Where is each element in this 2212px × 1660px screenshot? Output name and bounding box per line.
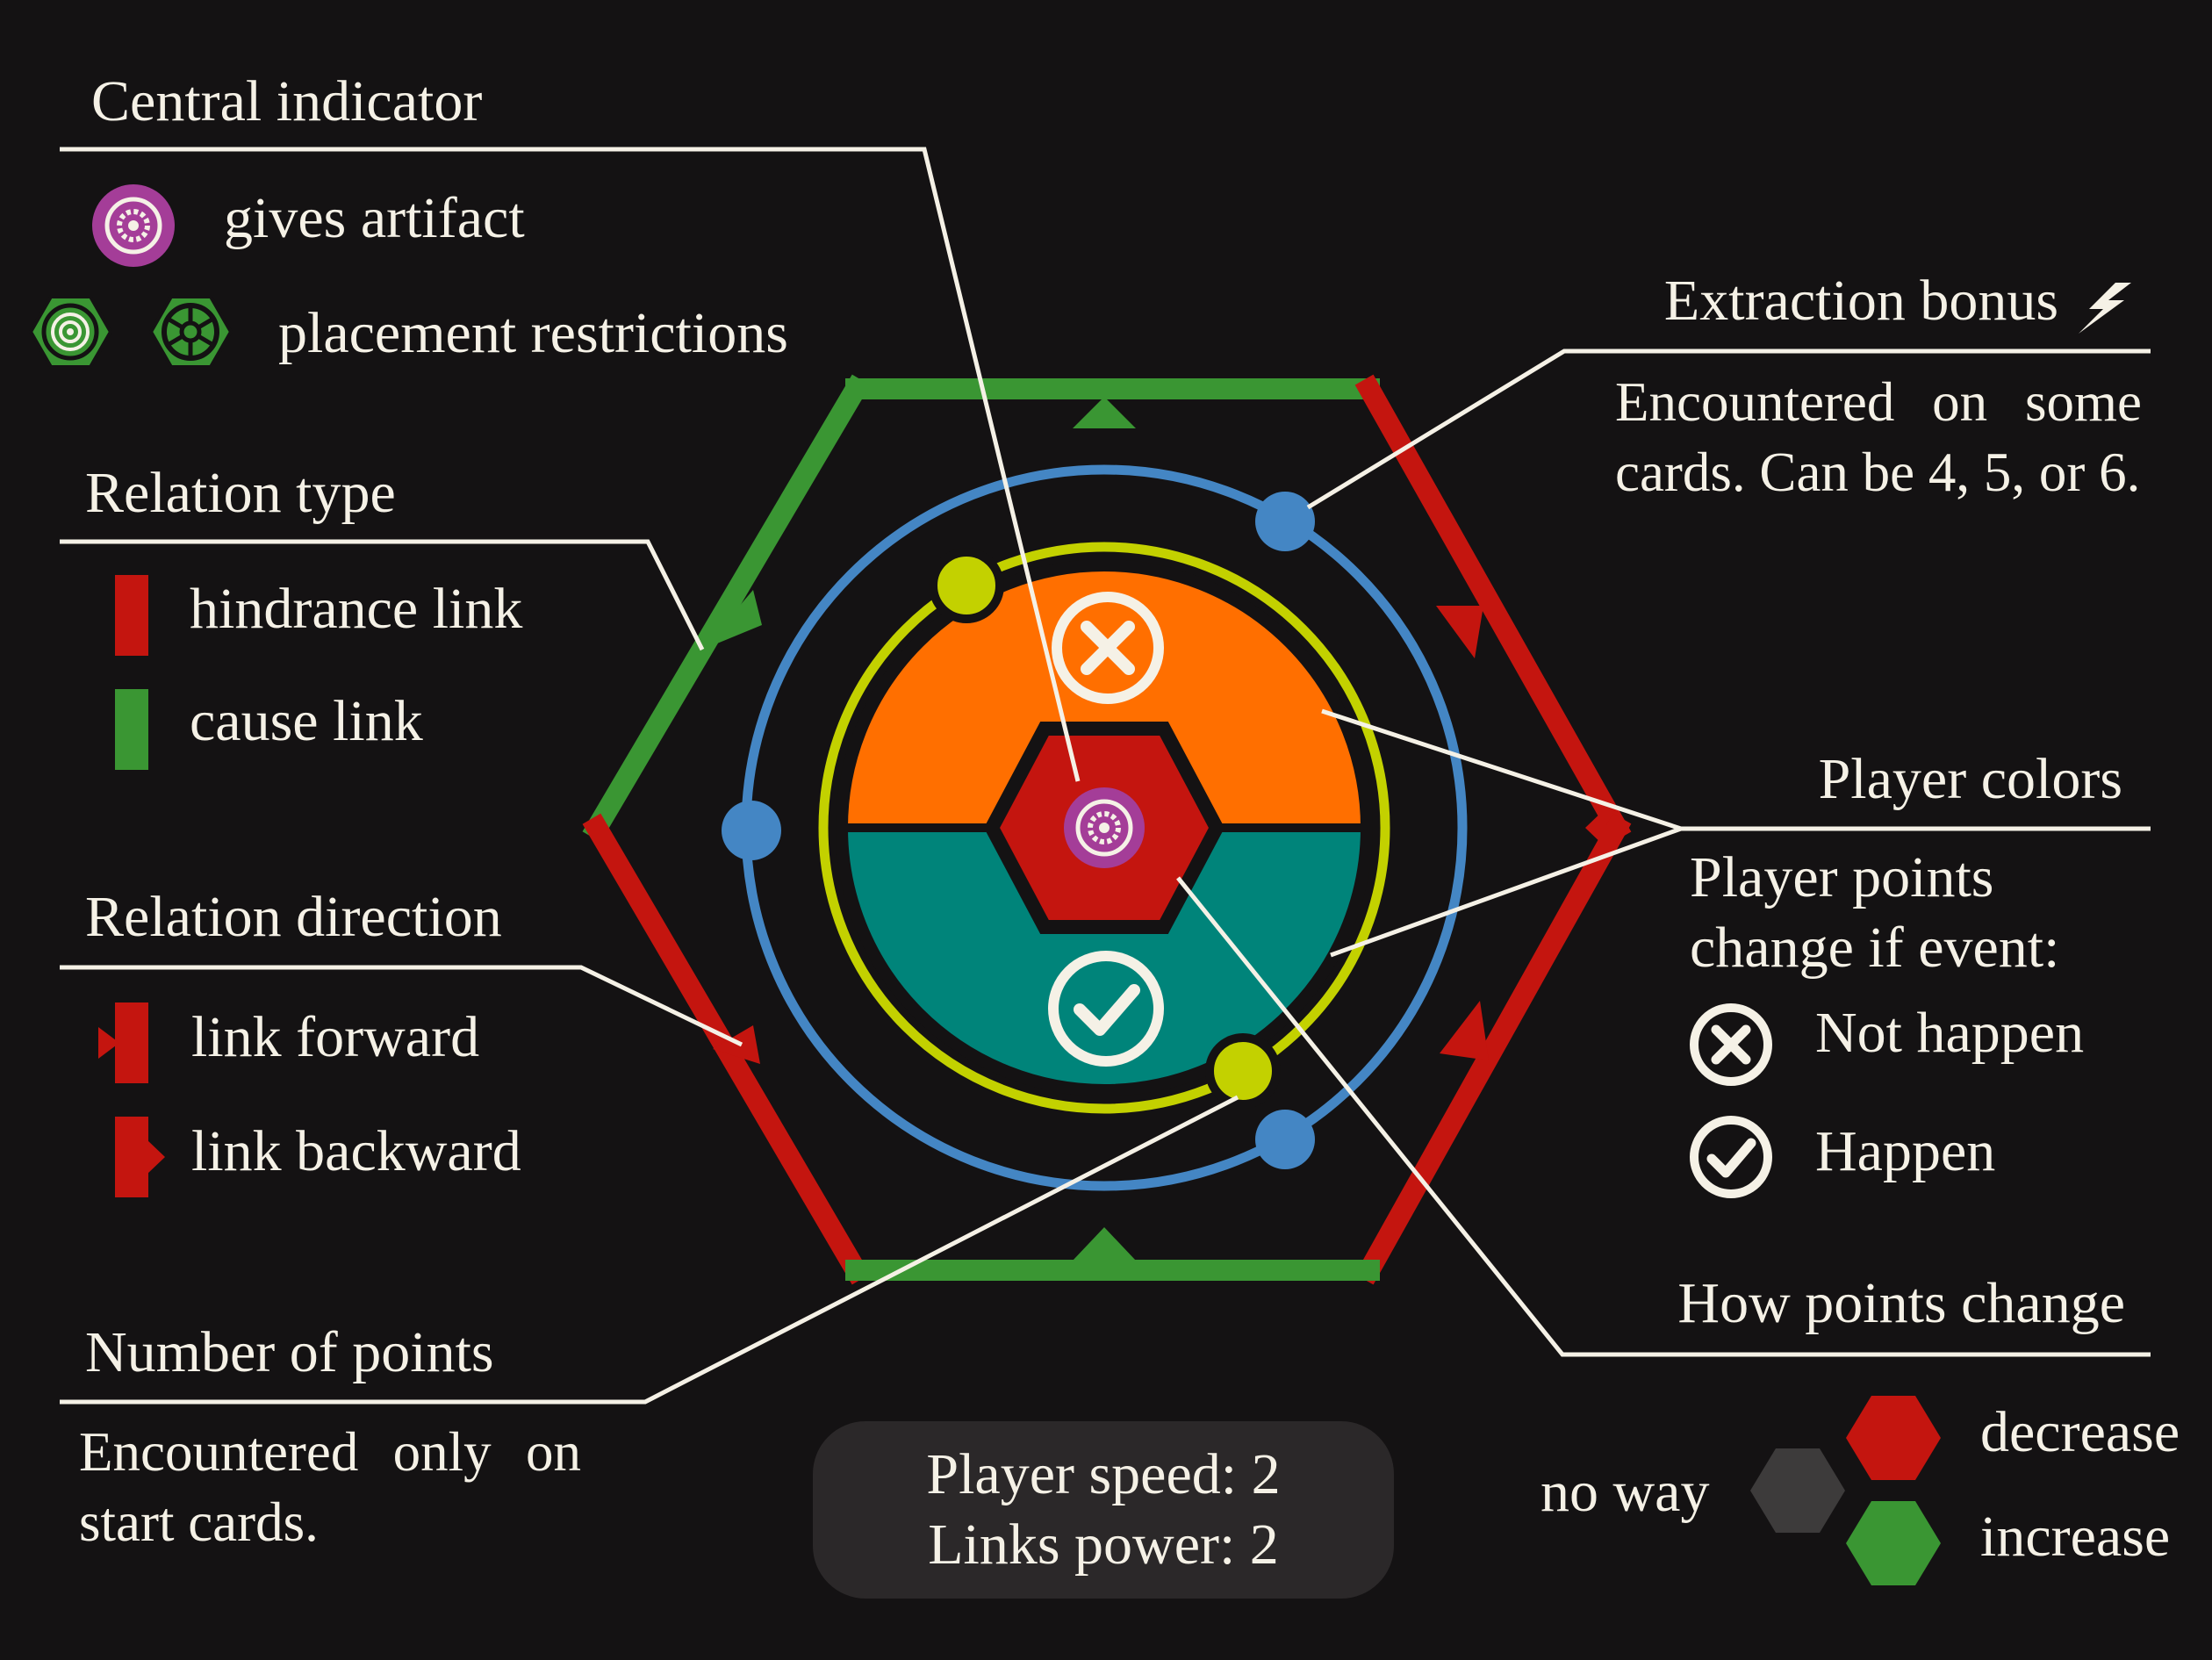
relation-type-heading: Relation type bbox=[85, 461, 396, 525]
relation-direction-heading: Relation direction bbox=[85, 885, 502, 949]
blue-point-left bbox=[722, 801, 781, 860]
link-backward-icon bbox=[115, 1117, 165, 1197]
yellow-point-lower-right bbox=[1205, 1033, 1281, 1109]
leader-lines bbox=[60, 147, 2151, 1405]
gives-artifact-label: gives artifact bbox=[224, 186, 525, 250]
link-backward-label: link backward bbox=[191, 1119, 521, 1183]
right-vertex-marker bbox=[1585, 808, 1606, 848]
blue-point-lower-right bbox=[1255, 1110, 1315, 1169]
hex-edge-upper-right-hindrance bbox=[1354, 374, 1632, 843]
leader-relation-direction bbox=[60, 965, 743, 1047]
no-way-hexagon bbox=[1750, 1448, 1845, 1533]
placement-restrictions-label: placement restrictions bbox=[278, 301, 788, 365]
decrease-label: decrease bbox=[1980, 1400, 2180, 1464]
link-forward-label: link forward bbox=[191, 1005, 479, 1069]
player-speed-text: Player speed: 2 bbox=[926, 1442, 1281, 1506]
leader-player-colors-teal bbox=[1330, 826, 1682, 958]
number-of-points-heading: Number of points bbox=[85, 1320, 494, 1384]
happen-label: Happen bbox=[1815, 1119, 1995, 1183]
extraction-bonus-heading: Extraction bonus bbox=[1664, 269, 2058, 333]
leader-relation-type bbox=[60, 539, 705, 651]
upper-right-direction-marker bbox=[1436, 606, 1483, 658]
hindrance-link-label: hindrance link bbox=[190, 577, 522, 641]
link-forward-icon bbox=[98, 1002, 148, 1083]
decrease-hexagon bbox=[1846, 1396, 1941, 1480]
yellow-ring bbox=[818, 542, 1390, 1114]
increase-label: increase bbox=[1980, 1505, 2170, 1569]
upper-left-direction-marker bbox=[702, 590, 762, 650]
central-indicator-heading: Central indicator bbox=[91, 69, 482, 133]
artifact-gear-icon bbox=[1064, 787, 1145, 868]
legend-not-happen-icon bbox=[1690, 1003, 1772, 1086]
leader-central-indicator bbox=[60, 147, 1081, 782]
hex-edge-lower-right-hindrance bbox=[1354, 813, 1632, 1285]
cause-link-label: cause link bbox=[190, 689, 423, 753]
extraction-bonus-note: Encountered on some cards. Can be 4, 5, … bbox=[1615, 371, 2142, 503]
leader-extraction-bonus bbox=[1306, 349, 2151, 510]
happen-icon bbox=[1048, 951, 1164, 1067]
leader-how-points-change bbox=[1176, 876, 2151, 1357]
leader-number-of-points bbox=[60, 1095, 1239, 1405]
player-points-line1: Player points bbox=[1690, 845, 1993, 909]
player-colors-heading: Player colors bbox=[1819, 747, 2122, 811]
cause-swatch bbox=[115, 689, 148, 770]
not-happen-icon bbox=[1052, 592, 1164, 704]
disc-outline bbox=[836, 559, 1373, 1096]
how-points-change-heading: How points change bbox=[1677, 1271, 2125, 1335]
yellow-point-upper-left bbox=[929, 548, 1004, 623]
bottom-direction-marker bbox=[1073, 1227, 1136, 1261]
number-of-points-note: Encountered only on start cards. bbox=[79, 1421, 581, 1553]
lower-left-direction-marker bbox=[713, 1025, 760, 1064]
speed-power-box: Player speed: 2 Links power: 2 bbox=[813, 1421, 1394, 1599]
lower-right-direction-marker bbox=[1440, 1001, 1489, 1060]
wheel-restriction-icon bbox=[148, 295, 233, 369]
hex-edge-upper-left-cause bbox=[582, 374, 871, 843]
top-direction-marker bbox=[1073, 397, 1136, 428]
target-restriction-icon bbox=[28, 295, 113, 369]
legend-artifact-icon bbox=[92, 184, 175, 267]
legend-happen-icon bbox=[1690, 1116, 1772, 1198]
blue-point-upper-right bbox=[1255, 492, 1315, 551]
increase-hexagon bbox=[1846, 1501, 1941, 1585]
lightning-icon bbox=[2079, 283, 2131, 334]
player-points-line2: change if event: bbox=[1690, 916, 2059, 980]
links-power-text: Links power: 2 bbox=[928, 1513, 1279, 1577]
hindrance-swatch bbox=[115, 575, 148, 656]
not-happen-label: Not happen bbox=[1815, 1001, 2084, 1065]
no-way-label: no way bbox=[1540, 1460, 1709, 1524]
